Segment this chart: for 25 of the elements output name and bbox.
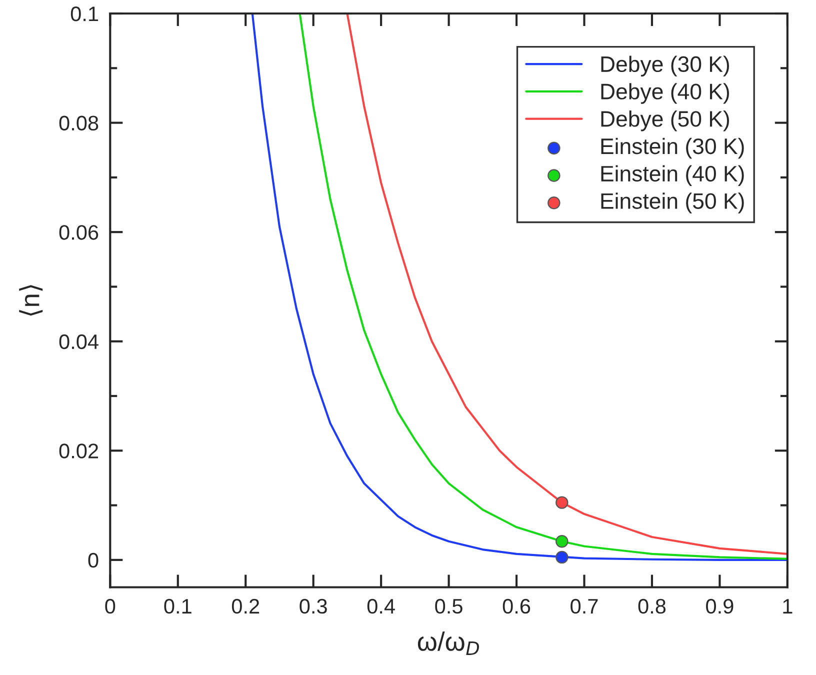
y-tick-label: 0 (88, 552, 98, 568)
x-tick-label: 0 (105, 598, 116, 614)
legend-label: Einstein (40 K) (601, 165, 744, 186)
y-axis-title: ⟨n⟩ (19, 285, 43, 316)
legend-label: Einstein (50 K) (601, 192, 744, 214)
x-tick-label: 1 (783, 599, 792, 614)
x-tick-label: 0.3 (300, 598, 327, 614)
x-tick-label: 0.9 (706, 598, 734, 614)
x-tick-label: 0.4 (367, 598, 395, 614)
x-tick-label: 0.1 (164, 598, 192, 614)
legend-label: Einstein (30 K) (601, 138, 744, 159)
y-tick-label: 0.1 (70, 6, 98, 22)
y-tick-label: 0.04 (59, 334, 98, 350)
x-tick-label: 0.2 (232, 598, 260, 614)
legend-label: Debye (50 K) (601, 110, 730, 132)
x-tick-label: 0.7 (570, 598, 598, 614)
x-axis-title: ω/ω$_{D}$ (418, 632, 479, 655)
legend-label: Debye (40 K) (601, 83, 730, 104)
x-tick-label: 0.6 (502, 598, 530, 614)
y-tick-label: 0.02 (59, 444, 98, 458)
x-tick-label: 0.5 (435, 598, 462, 614)
y-tick-label: 0.06 (59, 225, 98, 240)
legend-label: Debye (30 K) (601, 56, 730, 76)
y-tick-label: 0.08 (59, 116, 98, 131)
x-tick-label: 0.8 (638, 598, 666, 614)
